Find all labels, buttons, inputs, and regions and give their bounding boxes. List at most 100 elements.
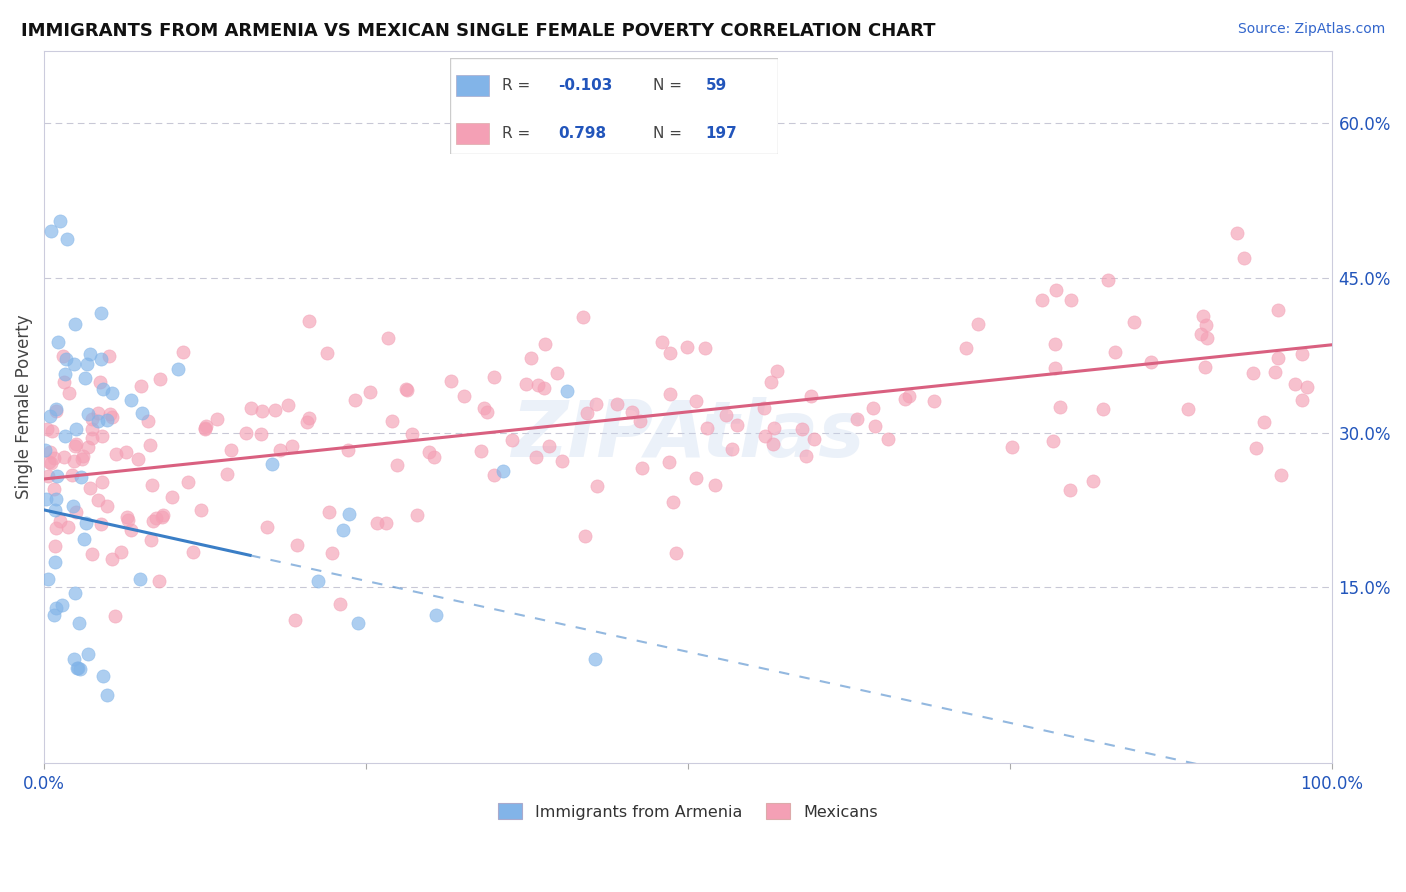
Point — [76, 357, 98, 371]
Point — [104, 447, 127, 461]
Point — [501, 433, 523, 447]
Point — [425, 608, 447, 623]
Point — [1264, 365, 1286, 379]
Point — [846, 411, 869, 425]
Point — [166, 362, 188, 376]
Point — [77, 440, 100, 454]
Point — [53, 375, 76, 389]
Point — [606, 397, 628, 411]
Point — [1253, 415, 1275, 429]
Point — [52, 349, 75, 363]
Point — [1177, 402, 1199, 417]
Point — [366, 516, 388, 530]
Point — [264, 403, 287, 417]
Point — [44, 482, 66, 496]
Point — [1042, 434, 1064, 449]
Point — [484, 468, 506, 483]
Point — [1270, 468, 1292, 483]
Point — [194, 421, 217, 435]
Point — [533, 381, 555, 395]
Point — [79, 347, 101, 361]
Point — [967, 318, 990, 332]
Point — [315, 346, 337, 360]
Point — [58, 386, 80, 401]
Point — [215, 467, 238, 481]
Point — [115, 444, 138, 458]
Point — [63, 357, 86, 371]
Point — [104, 608, 127, 623]
Point — [401, 426, 423, 441]
Point — [142, 514, 165, 528]
Point — [695, 421, 717, 435]
Point — [1189, 326, 1212, 341]
Point — [73, 532, 96, 546]
Point — [1060, 293, 1083, 308]
Point — [250, 404, 273, 418]
Point — [42, 451, 65, 466]
Point — [347, 615, 370, 630]
Point — [658, 455, 681, 469]
Text: ZIPAtlas: ZIPAtlas — [512, 397, 865, 474]
Point — [1043, 361, 1066, 376]
Point — [87, 406, 110, 420]
Point — [620, 405, 643, 419]
Point — [1194, 359, 1216, 374]
Point — [38, 444, 60, 458]
Point — [440, 374, 463, 388]
Point — [527, 378, 550, 392]
Point — [44, 539, 66, 553]
Point — [277, 398, 299, 412]
Point — [39, 409, 62, 423]
Point — [79, 481, 101, 495]
Point — [58, 520, 80, 534]
Point — [63, 652, 86, 666]
Point — [91, 382, 114, 396]
Point — [318, 506, 340, 520]
Point — [374, 516, 396, 530]
Point — [150, 510, 173, 524]
Point — [46, 334, 69, 349]
Point — [90, 306, 112, 320]
Point — [475, 405, 498, 419]
Point — [63, 439, 86, 453]
Point — [321, 546, 343, 560]
Point — [1295, 380, 1317, 394]
Point — [131, 406, 153, 420]
Point — [62, 499, 84, 513]
Point — [1104, 345, 1126, 359]
Point — [794, 449, 817, 463]
Point — [63, 317, 86, 331]
Point — [190, 503, 212, 517]
Point — [101, 410, 124, 425]
Point — [865, 419, 887, 434]
Point — [45, 401, 67, 416]
Point — [381, 414, 404, 428]
Point — [418, 445, 440, 459]
Point — [524, 450, 547, 464]
Point — [765, 364, 787, 378]
Point — [55, 351, 77, 366]
Point — [120, 392, 142, 407]
Point — [235, 425, 257, 440]
Point — [139, 533, 162, 548]
Point — [1043, 336, 1066, 351]
Point — [1031, 293, 1053, 308]
Point — [359, 384, 381, 399]
Point — [38, 454, 60, 468]
Point — [337, 507, 360, 521]
Point — [55, 368, 77, 382]
Point — [484, 370, 506, 384]
Point — [1244, 442, 1267, 456]
Point — [141, 478, 163, 492]
Point — [922, 393, 945, 408]
Point — [630, 461, 652, 475]
Text: IMMIGRANTS FROM ARMENIA VS MEXICAN SINGLE FEMALE POVERTY CORRELATION CHART: IMMIGRANTS FROM ARMENIA VS MEXICAN SINGL… — [21, 22, 935, 40]
Point — [51, 598, 73, 612]
Point — [60, 468, 83, 483]
Point — [195, 418, 218, 433]
Point — [52, 450, 75, 465]
Point — [551, 454, 574, 468]
Point — [576, 407, 599, 421]
Point — [34, 442, 56, 457]
Point — [1139, 355, 1161, 369]
